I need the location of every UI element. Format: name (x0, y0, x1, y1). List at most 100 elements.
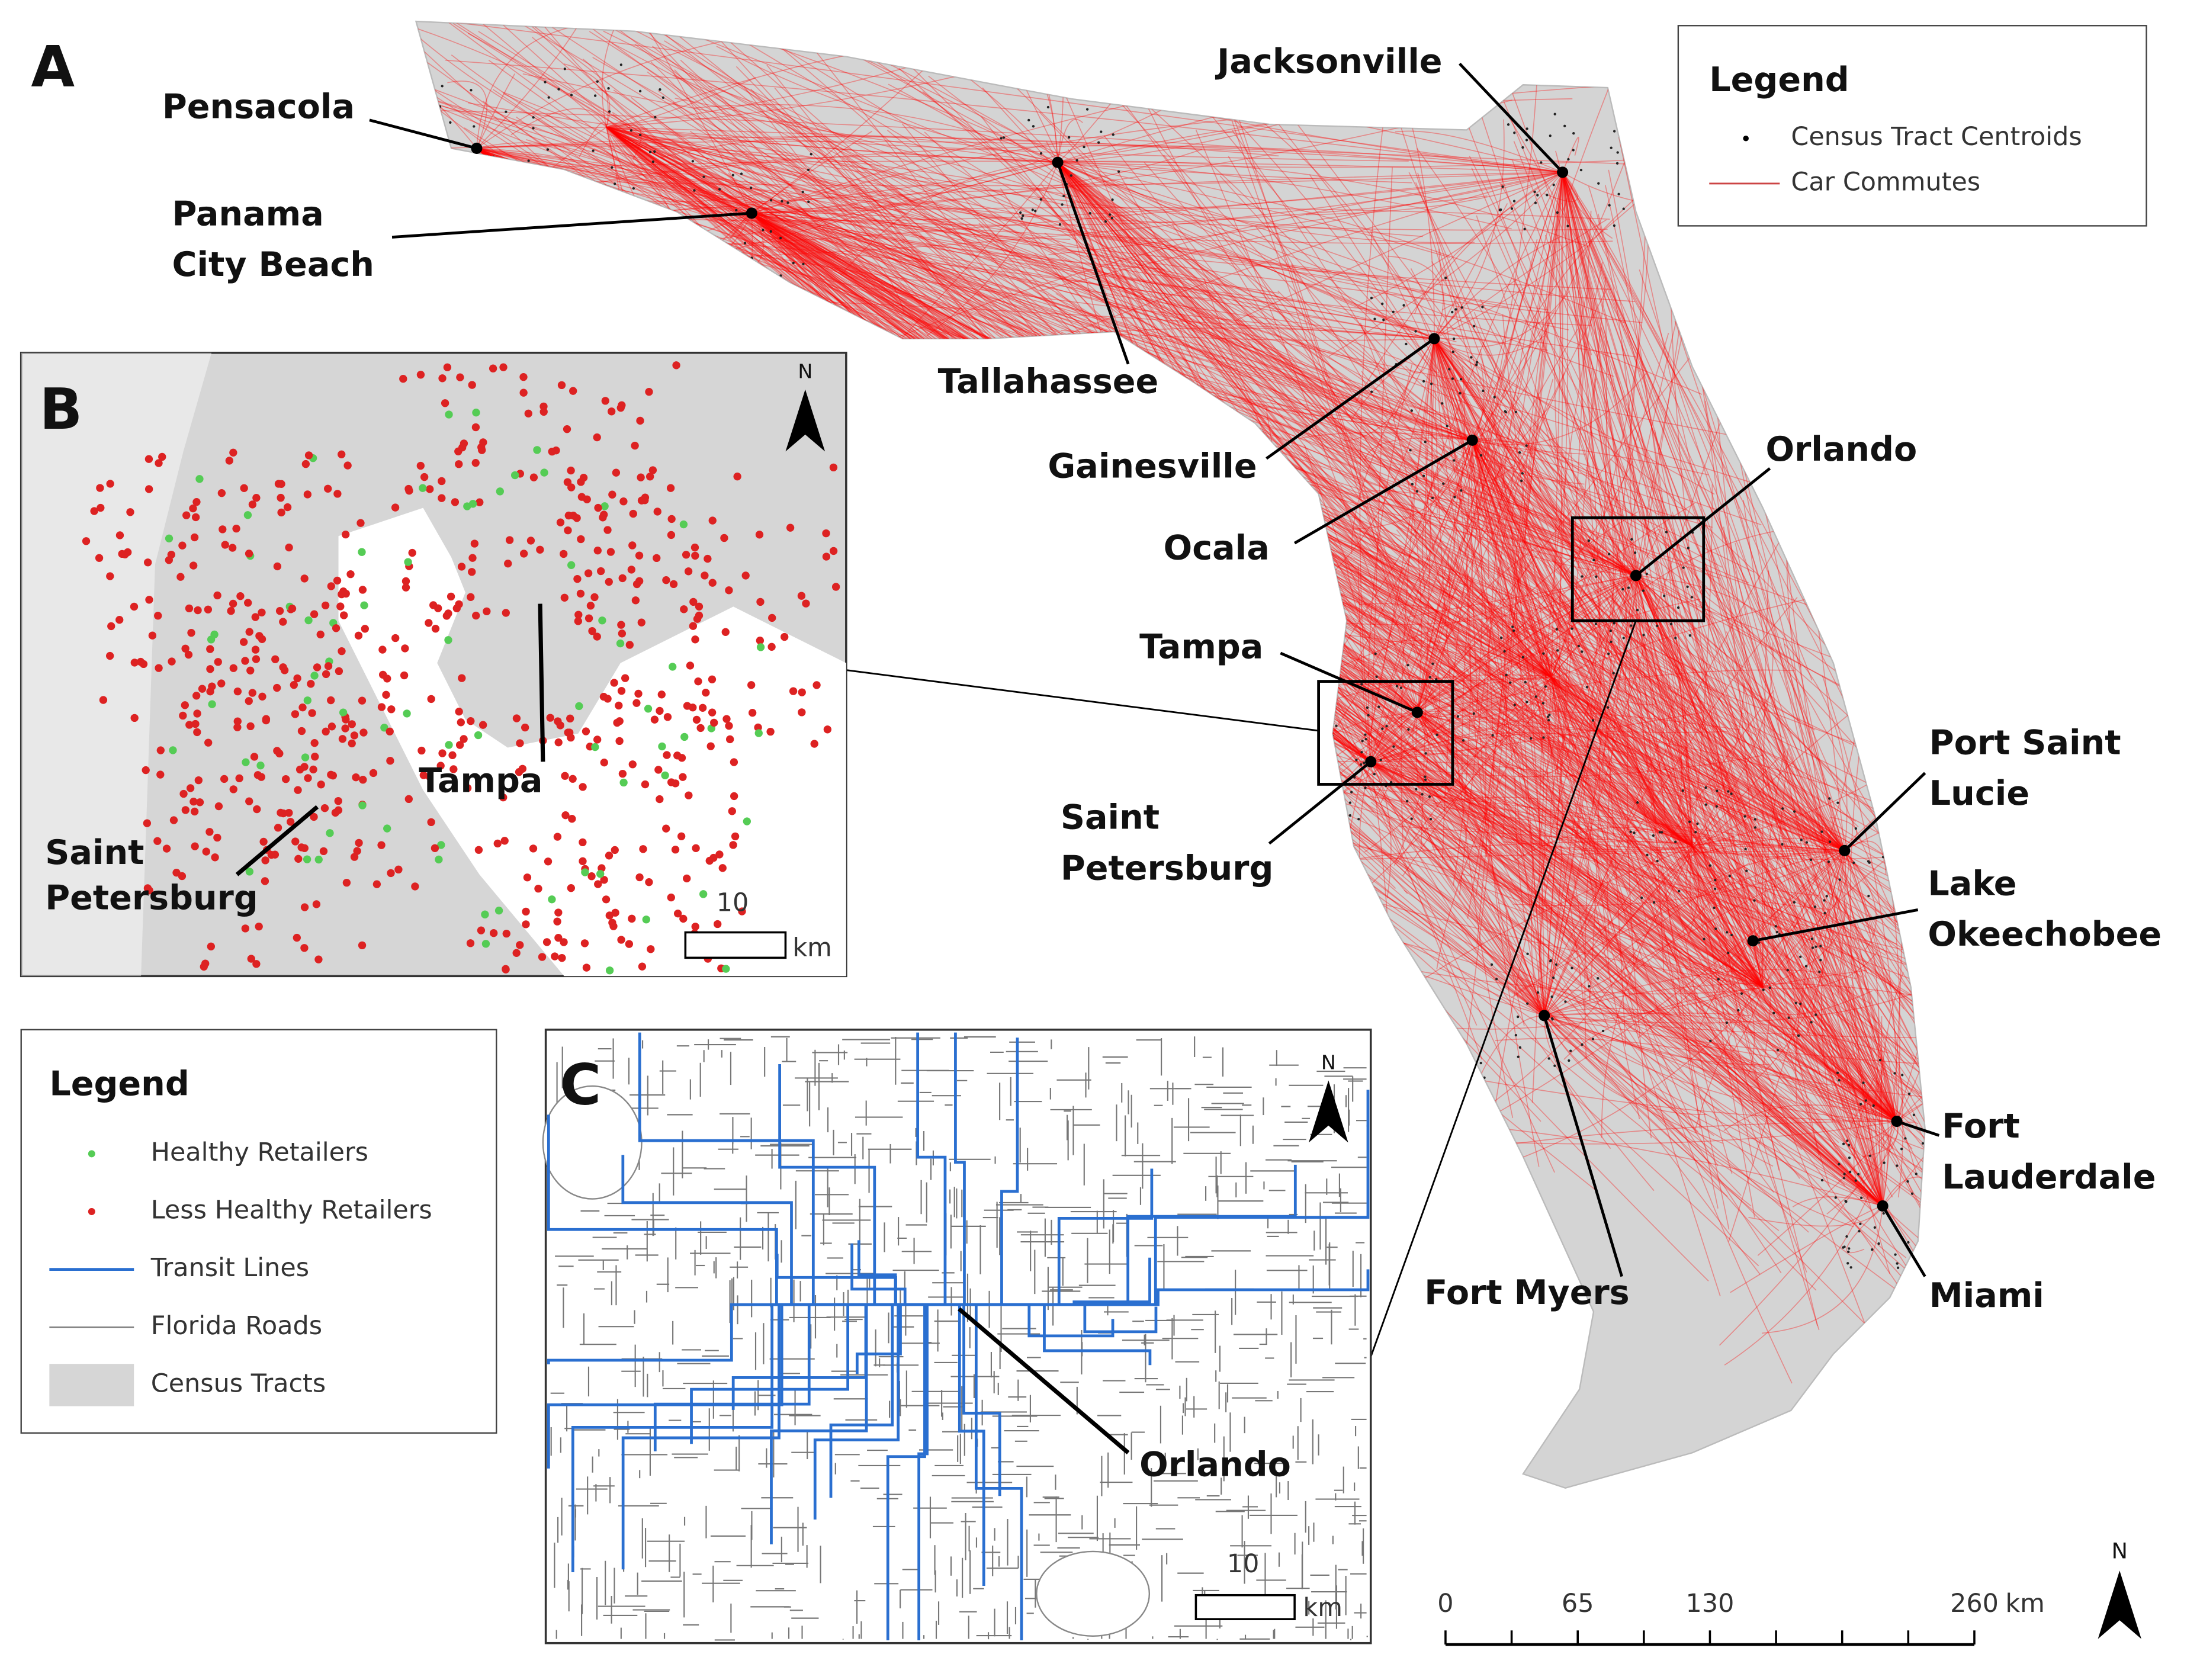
commute-line (1637, 850, 1845, 1039)
retailer-point (548, 447, 556, 456)
retailer-point (738, 907, 746, 916)
centroid (1452, 338, 1456, 341)
retailer-point (468, 500, 477, 508)
commute-line (1853, 1078, 1883, 1207)
retailer-point (669, 663, 677, 671)
commute-line (1472, 439, 1555, 811)
commute-line (1550, 676, 1893, 1149)
retailer-point (722, 965, 730, 973)
retailer-point (130, 602, 139, 611)
centroid (1787, 1016, 1790, 1019)
retailer-point (334, 806, 343, 814)
commute-line (1472, 321, 1549, 441)
retailer-point (353, 847, 361, 855)
commute-line (1635, 528, 1661, 576)
retailer-point (391, 634, 400, 643)
retailer-point (574, 611, 583, 619)
retailer-point (656, 795, 664, 804)
commute-line (1403, 690, 1883, 1207)
centroid (1727, 952, 1730, 955)
retailer-point (341, 724, 349, 733)
centroid (557, 88, 560, 91)
centroid (1601, 1029, 1605, 1033)
retailer-point (310, 739, 319, 747)
retailer-point (666, 484, 675, 492)
retailer-point (277, 508, 285, 517)
commute-line (1562, 172, 1800, 1023)
commute-line (1361, 425, 1897, 1122)
commute-line (606, 126, 1755, 573)
retailer-point (458, 444, 467, 452)
commute-line (1431, 261, 1637, 576)
commute-line (1562, 172, 1829, 982)
retailer-point (720, 534, 728, 542)
retailer-point (747, 681, 756, 689)
centroid (786, 201, 789, 204)
commute-line (1527, 685, 1845, 852)
retailer-point (522, 920, 530, 929)
retailer-point (645, 878, 653, 886)
scale-label: 10 (1227, 1549, 1260, 1579)
commute-line (1588, 242, 1897, 1122)
centroid (1526, 1002, 1529, 1005)
commute-line (1551, 676, 1925, 1074)
commute-line (1057, 162, 1636, 670)
commute-line (1478, 40, 1883, 1206)
commute-line (606, 126, 1713, 168)
centroid (1441, 402, 1444, 405)
centroid (1581, 650, 1584, 653)
commute-line (1472, 439, 1868, 1080)
retailer-point (582, 727, 590, 735)
centroid (1518, 451, 1521, 454)
retailer-point (304, 451, 313, 460)
commute-line (1544, 1015, 1925, 1318)
retailer-point (329, 771, 338, 780)
commute-line (664, 40, 1636, 576)
commute-line (1039, 172, 1563, 291)
commute-line (1543, 210, 1592, 1016)
commute-line (751, 213, 1591, 326)
retailer-point (275, 607, 284, 615)
commute-line (1370, 761, 1768, 1011)
retailer-point (153, 837, 162, 845)
centroid (1406, 664, 1409, 667)
retailer-point (190, 533, 199, 542)
centroid (1451, 377, 1454, 380)
commute-line (416, 107, 1563, 173)
commute-line (1459, 172, 1563, 895)
centroid (1409, 449, 1412, 452)
retailer-point (730, 792, 738, 801)
commute-line (1473, 311, 1764, 988)
centroid (1838, 878, 1841, 881)
commute-line (1266, 674, 1883, 1207)
retailer-point (435, 855, 443, 864)
retailer-point (290, 680, 298, 689)
centroid (1900, 1148, 1903, 1151)
retailer-point (632, 699, 641, 707)
retailer-point (293, 674, 301, 683)
centroid (653, 150, 656, 153)
commute-line (1524, 378, 1554, 677)
commute-line (1174, 247, 1552, 677)
retailer-point (285, 808, 293, 817)
commute-line (451, 54, 752, 214)
commute-line (422, 148, 477, 254)
commute-line (898, 68, 1693, 847)
retailer-point (178, 872, 187, 881)
commute-line (751, 213, 905, 313)
centroid (1901, 1074, 1904, 1077)
commute-line (1485, 1080, 1897, 1122)
scale-unit: km (792, 933, 832, 963)
commute-line (1544, 1015, 1925, 1039)
retailer-point (631, 441, 639, 450)
retailer-point (271, 655, 280, 663)
centroid (1630, 538, 1633, 541)
connector (846, 669, 1319, 732)
retailer-point (214, 802, 223, 811)
commute-line (1294, 841, 1845, 870)
commute-line (1057, 162, 1504, 494)
commute-line (1476, 172, 1563, 946)
retailer-point (455, 600, 463, 609)
city-point (1557, 166, 1569, 178)
commute-line (1293, 550, 1764, 988)
